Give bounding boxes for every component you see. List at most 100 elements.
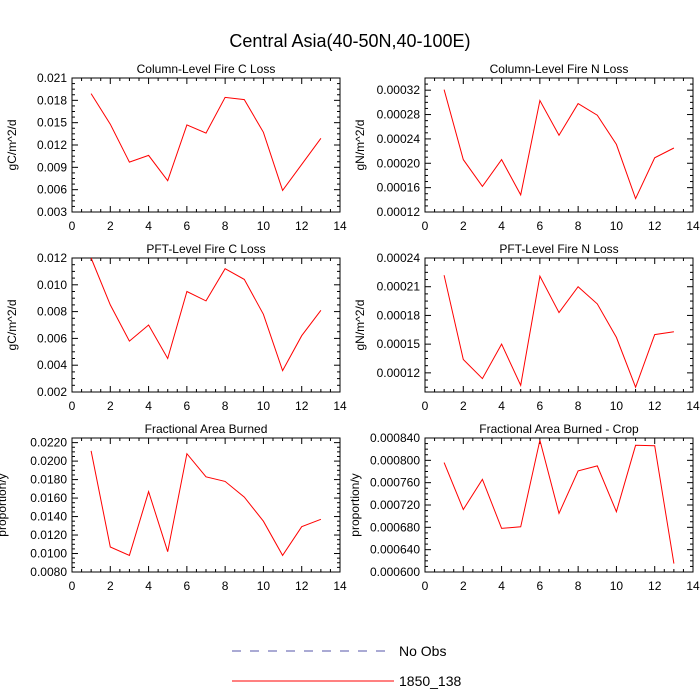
panel-title: Fractional Area Burned - Crop xyxy=(479,422,639,436)
y-tick-label: 0.000720 xyxy=(370,498,420,512)
y-tick-label: 0.000680 xyxy=(370,520,420,534)
x-tick-label: 2 xyxy=(107,579,114,593)
x-tick-label: 12 xyxy=(648,399,662,413)
x-tick-label: 2 xyxy=(460,399,467,413)
y-tick-label: 0.0200 xyxy=(30,454,67,468)
y-tick-label: 0.0160 xyxy=(30,491,67,505)
chart-panel-5: Fractional Area Burned 0 2 4 6 8 10 12 14 0.0080 0… xyxy=(0,422,347,593)
y-tick-label: 0.00012 xyxy=(377,366,421,380)
x-tick-label: 6 xyxy=(184,219,191,233)
y-tick-label: 0.00015 xyxy=(377,337,421,351)
x-tick-label: 14 xyxy=(333,399,347,413)
y-tick-label: 0.00032 xyxy=(377,83,421,97)
x-tick-label: 6 xyxy=(537,399,544,413)
y-tick-label: 0.000840 xyxy=(370,431,420,445)
panel-title: Column-Level Fire C Loss xyxy=(137,62,276,76)
x-tick-label: 10 xyxy=(610,219,624,233)
plot-frame xyxy=(71,437,341,573)
legend-label-1: No Obs xyxy=(399,643,446,659)
y-tick-label: 0.0220 xyxy=(30,436,67,450)
series-line xyxy=(443,89,675,200)
x-tick-label: 8 xyxy=(575,219,582,233)
x-tick-label: 2 xyxy=(460,219,467,233)
x-tick-label: 0 xyxy=(422,399,429,413)
y-tick-label: 0.00016 xyxy=(377,181,421,195)
x-tick-label: 0 xyxy=(69,579,76,593)
legend-label-2: 1850_138 xyxy=(399,673,462,689)
y-tick-label: 0.00012 xyxy=(377,205,421,219)
x-tick-label: 6 xyxy=(184,399,191,413)
chart-panel-4: PFT-Level Fire N Loss 0 2 4 6 8 10 12 14 0.00012 0… xyxy=(353,242,700,413)
y-tick-label: 0.003 xyxy=(37,205,67,219)
x-tick-label: 4 xyxy=(498,219,505,233)
x-tick-label: 6 xyxy=(537,579,544,593)
y-tick-label: 0.021 xyxy=(37,71,67,85)
y-tick-label: 0.0080 xyxy=(30,565,67,579)
series-line xyxy=(90,257,322,372)
y-tick-label: 0.0140 xyxy=(30,510,67,524)
x-tick-label: 12 xyxy=(295,219,309,233)
y-tick-label: 0.018 xyxy=(37,93,67,107)
x-tick-label: 8 xyxy=(222,399,229,413)
y-tick-label: 0.00020 xyxy=(377,156,421,170)
y-axis-label: proportion/y xyxy=(0,473,9,536)
x-tick-label: 10 xyxy=(610,399,624,413)
y-tick-label: 0.002 xyxy=(37,385,67,399)
x-tick-label: 0 xyxy=(69,219,76,233)
plot-frame xyxy=(424,257,694,393)
y-tick-label: 0.012 xyxy=(37,138,67,152)
y-tick-label: 0.00024 xyxy=(377,251,421,265)
y-tick-label: 0.010 xyxy=(37,278,67,292)
x-tick-label: 2 xyxy=(107,219,114,233)
y-tick-label: 0.015 xyxy=(37,116,67,130)
x-tick-label: 0 xyxy=(69,399,76,413)
y-axis-label: proportion/y xyxy=(348,473,362,536)
y-tick-label: 0.009 xyxy=(37,160,67,174)
y-tick-label: 0.000640 xyxy=(370,543,420,557)
plot-frame xyxy=(424,437,694,573)
y-tick-label: 0.0180 xyxy=(30,473,67,487)
y-tick-label: 0.0100 xyxy=(30,547,67,561)
main-title: Central Asia(40-50N,40-100E) xyxy=(229,31,470,51)
plot-frame xyxy=(424,77,694,213)
x-tick-label: 14 xyxy=(333,219,347,233)
panel-title: PFT-Level Fire N Loss xyxy=(499,242,618,256)
x-tick-label: 14 xyxy=(686,579,700,593)
x-tick-label: 6 xyxy=(537,219,544,233)
panel-title: PFT-Level Fire C Loss xyxy=(146,242,265,256)
x-tick-label: 4 xyxy=(498,399,505,413)
chart-panel-1: Column-Level Fire C Loss 0 2 4 6 8 10 12 14 0.003… xyxy=(5,62,347,233)
plot-frame xyxy=(71,77,341,213)
x-tick-label: 8 xyxy=(575,579,582,593)
x-tick-label: 12 xyxy=(295,579,309,593)
y-axis-label: gN/m^2/d xyxy=(353,120,367,171)
chart-panel-2: Column-Level Fire N Loss 0 2 4 6 8 10 12 14 0.000… xyxy=(353,62,700,233)
x-tick-label: 10 xyxy=(610,579,624,593)
x-tick-label: 8 xyxy=(222,219,229,233)
x-tick-label: 12 xyxy=(648,219,662,233)
y-tick-label: 0.012 xyxy=(37,251,67,265)
y-tick-label: 0.008 xyxy=(37,305,67,319)
x-tick-label: 14 xyxy=(686,399,700,413)
y-axis-label: gN/m^2/d xyxy=(353,300,367,351)
y-tick-label: 0.000600 xyxy=(370,565,420,579)
x-tick-label: 10 xyxy=(257,219,271,233)
x-tick-label: 10 xyxy=(257,399,271,413)
chart-panel-6: Fractional Area Burned - Crop 0 2 4 6 8 10 12 14… xyxy=(348,422,700,593)
x-tick-label: 2 xyxy=(460,579,467,593)
x-tick-label: 6 xyxy=(184,579,191,593)
series-line xyxy=(443,274,674,389)
x-tick-label: 12 xyxy=(648,579,662,593)
x-tick-label: 4 xyxy=(145,399,152,413)
legend: No Obs 1850_138 xyxy=(232,643,462,689)
plot-frame xyxy=(71,257,341,393)
y-tick-label: 0.00028 xyxy=(377,108,421,122)
series-line xyxy=(90,450,322,557)
y-tick-label: 0.00021 xyxy=(377,280,421,294)
x-tick-label: 8 xyxy=(575,399,582,413)
y-tick-label: 0.004 xyxy=(37,358,67,372)
y-axis-label: gC/m^2/d xyxy=(5,120,19,171)
chart-panel-3: PFT-Level Fire C Loss 0 2 4 6 8 10 12 14 0.002 0.0… xyxy=(5,242,347,413)
y-tick-label: 0.006 xyxy=(37,331,67,345)
